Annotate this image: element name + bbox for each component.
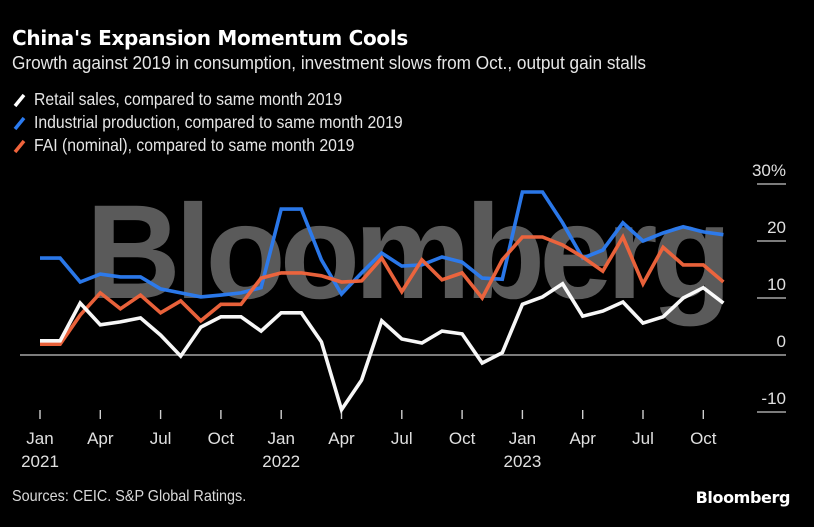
slash-line-icon: [13, 139, 26, 153]
y-tick-label: 20: [767, 218, 786, 237]
legend-label: Industrial production, compared to same …: [34, 112, 403, 132]
slash-line-icon: [13, 116, 26, 130]
series-fai-nominal: [39, 233, 725, 347]
y-tick-label: -10: [761, 389, 786, 408]
y-tick-label: 10: [767, 275, 786, 294]
y-tick-label: 0: [777, 332, 786, 351]
x-tick-label: Apr: [569, 429, 596, 448]
sources-note: Sources: CEIC. S&P Global Ratings.: [12, 488, 247, 505]
legend: Retail sales, compared to same month 201…: [12, 88, 444, 157]
x-year-label: 2021: [21, 452, 59, 471]
x-tick-label: Oct: [449, 429, 476, 448]
legend-item-retail-sales: Retail sales, compared to same month 201…: [12, 88, 444, 111]
x-axis: Jan 2021 Apr Jul Oct Jan 2022 Apr Jul Oct Jan 2023 A…: [21, 410, 717, 471]
x-tick-label: Jan: [509, 429, 536, 448]
x-tick-label: Jul: [391, 429, 413, 448]
y-tick-label: 30%: [752, 161, 786, 180]
series-line-industrial-production: [40, 190, 724, 299]
x-year-label: 2023: [503, 452, 541, 471]
legend-item-industrial-production: Industrial production, compared to same …: [12, 111, 444, 134]
series-layer: [39, 190, 725, 414]
x-tick-label: Jan: [26, 429, 53, 448]
x-tick-label: Jul: [632, 429, 654, 448]
x-tick-label: Jul: [150, 429, 172, 448]
x-tick-label: Apr: [328, 429, 355, 448]
legend-item-fai: FAI (nominal), compared to same month 20…: [12, 134, 444, 157]
bloomberg-logo: Bloomberg: [695, 488, 791, 507]
x-tick-label: Apr: [87, 429, 114, 448]
x-tick-label: Jan: [267, 429, 294, 448]
x-tick-label: Oct: [208, 429, 235, 448]
legend-label: Retail sales, compared to same month 201…: [34, 89, 343, 109]
y-axis: 30% 20 10 0 -10: [20, 161, 786, 413]
x-year-label: 2022: [262, 452, 300, 471]
series-industrial-production: [39, 190, 724, 299]
slash-line-icon: [13, 93, 26, 107]
chart-subtitle: Growth against 2019 in consumption, inve…: [12, 52, 647, 73]
series-retail-sales: [39, 281, 725, 414]
chart-title: China's Expansion Momentum Cools: [12, 26, 409, 50]
legend-label: FAI (nominal), compared to same month 20…: [34, 135, 355, 155]
x-tick-label: Oct: [690, 429, 717, 448]
